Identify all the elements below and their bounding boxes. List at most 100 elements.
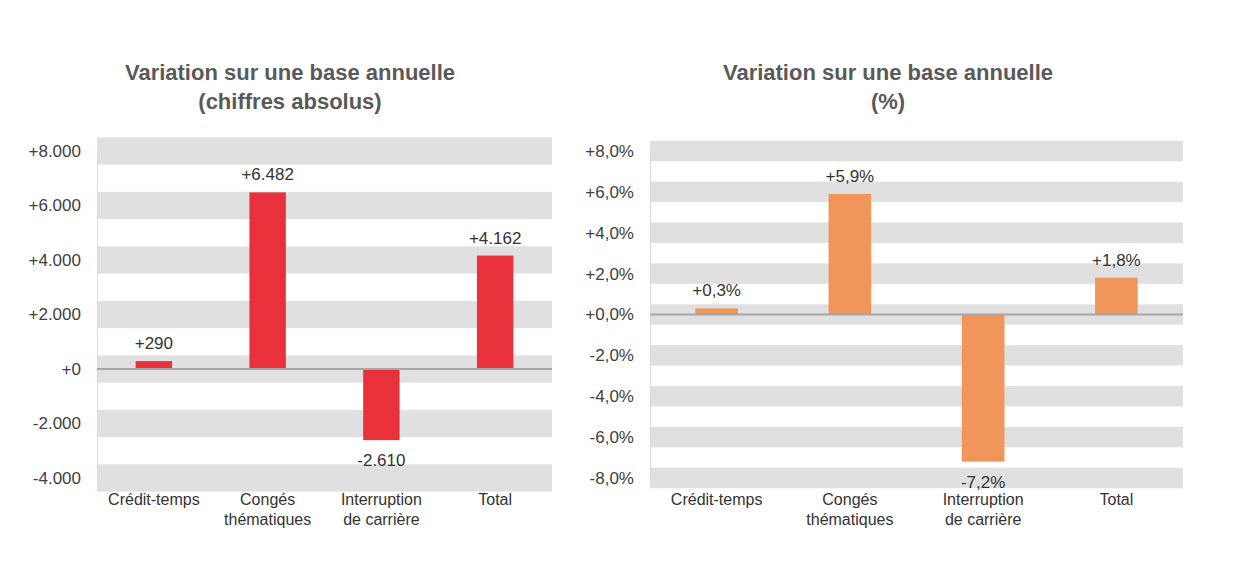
y-tick: -8,0% — [590, 469, 650, 488]
x-tick-label: Congés thématiques — [224, 491, 311, 528]
x-tick-label-line: de carrière — [945, 511, 1022, 528]
bar — [962, 315, 1005, 462]
data-labels: +0,3% +5,9% -7,2% +1,8% — [692, 167, 1140, 492]
grid-band — [97, 192, 552, 219]
grid-band — [650, 386, 1183, 406]
x-axis: Crédit-temps Congés thématiques Interruptio… — [108, 491, 512, 528]
chart-panel: Variation sur une base annuelle (chiffres… — [29, 60, 552, 528]
x-tick: Interruption de carrière — [341, 491, 422, 528]
grid-band — [97, 464, 552, 491]
grid-bands — [97, 137, 552, 491]
y-tick-label: -2.000 — [33, 414, 81, 433]
grid-band — [650, 345, 1183, 365]
y-tick-label: -8,0% — [590, 469, 634, 488]
data-labels: +290 +6.482 -2.610 +4.162 — [135, 165, 522, 470]
subtitle-line: (%) — [871, 89, 905, 114]
grid-band — [650, 427, 1183, 447]
x-tick-label-line: Crédit-temps — [108, 491, 200, 508]
y-tick-label: +4.000 — [29, 251, 81, 270]
title-line: Variation sur une base annuelle — [723, 60, 1053, 85]
y-tick: -6,0% — [590, 428, 650, 447]
data-label: +290 — [135, 334, 173, 353]
x-tick-label-line: de carrière — [343, 511, 420, 528]
grid-band — [97, 137, 552, 164]
x-tick: Crédit-temps — [108, 491, 200, 508]
y-tick: +0 — [62, 360, 97, 379]
y-tick-label: +8.000 — [29, 142, 81, 161]
data-label: +0,3% — [692, 281, 741, 300]
x-tick-label-line: Crédit-temps — [671, 491, 763, 508]
zero-line — [97, 368, 552, 370]
x-tick-label: Interruption de carrière — [943, 491, 1024, 528]
subtitle-line: (chiffres absolus) — [198, 89, 381, 114]
grid-bands — [650, 141, 1183, 488]
x-tick-label-line: Congés — [240, 491, 295, 508]
y-tick-label: +8,0% — [585, 142, 634, 161]
bars — [695, 194, 1137, 462]
data-label: +4.162 — [469, 229, 521, 248]
x-tick-label-line: Congés — [822, 491, 877, 508]
y-axis-line — [97, 152, 98, 479]
bar — [136, 361, 172, 369]
y-tick: +0,0% — [585, 305, 650, 324]
zero-line — [650, 314, 1183, 316]
y-tick-label: +6.000 — [29, 196, 81, 215]
x-axis: Crédit-temps Congés thématiques Interruptio… — [671, 491, 1133, 528]
bar — [829, 194, 872, 315]
data-label: +5,9% — [826, 167, 875, 186]
x-tick-label-line: Total — [1099, 491, 1133, 508]
title-line: Variation sur une base annuelle — [125, 60, 455, 85]
y-tick-label: +6,0% — [585, 183, 634, 202]
y-tick: +2.000 — [29, 305, 97, 324]
y-tick: -4.000 — [33, 469, 97, 488]
x-tick-label-line: thématiques — [806, 511, 893, 528]
y-tick: +8,0% — [585, 142, 650, 161]
y-tick: -2.000 — [33, 414, 97, 433]
y-tick: +4.000 — [29, 251, 97, 270]
x-tick-label: Total — [478, 491, 512, 508]
data-label: +6.482 — [241, 165, 293, 184]
x-tick: Congés thématiques — [224, 491, 311, 528]
data-label: -7,2% — [961, 473, 1005, 492]
y-tick-label: -6,0% — [590, 428, 634, 447]
grid-band — [650, 182, 1183, 202]
x-tick: Interruption de carrière — [943, 491, 1024, 528]
y-tick: +2,0% — [585, 265, 650, 284]
y-tick-label: +0 — [62, 360, 81, 379]
x-tick: Total — [1099, 491, 1133, 508]
data-label: -2.610 — [357, 451, 405, 470]
x-tick-label: Interruption de carrière — [341, 491, 422, 528]
y-tick-label: -4,0% — [590, 387, 634, 406]
x-tick: Congés thématiques — [806, 491, 893, 528]
chart-title: Variation sur une base annuelle (chiffres… — [125, 60, 455, 114]
x-tick-label: Crédit-temps — [108, 491, 200, 508]
y-tick-label: +2.000 — [29, 305, 81, 324]
y-tick-label: +4,0% — [585, 224, 634, 243]
y-tick: -2,0% — [590, 346, 650, 365]
x-tick-label: Crédit-temps — [671, 491, 763, 508]
y-tick: +6.000 — [29, 196, 97, 215]
y-axis: +8,0% +6,0% +4,0% +2,0% +0,0% -2,0% -4,0% -6,0%… — [585, 142, 650, 488]
y-tick: +4,0% — [585, 224, 650, 243]
x-tick-label-line: thématiques — [224, 511, 311, 528]
x-tick-label-line: Total — [478, 491, 512, 508]
x-tick-label-line: Interruption — [943, 491, 1024, 508]
x-tick: Crédit-temps — [671, 491, 763, 508]
grid-band — [650, 468, 1183, 488]
x-tick-label-line: Interruption — [341, 491, 422, 508]
x-tick-label: Congés thématiques — [806, 491, 893, 528]
data-label: +1,8% — [1092, 251, 1141, 270]
y-tick-label: +2,0% — [585, 265, 634, 284]
y-tick-label: -2,0% — [590, 346, 634, 365]
x-tick: Total — [478, 491, 512, 508]
grid-band — [650, 141, 1183, 161]
bar — [1095, 278, 1138, 315]
x-tick-label: Total — [1099, 491, 1133, 508]
grid-band — [650, 223, 1183, 243]
y-tick-label: +0,0% — [585, 305, 634, 324]
chart-canvas: Variation sur une base annuelle (chiffres… — [0, 0, 1243, 570]
grid-band — [97, 410, 552, 437]
y-tick: +6,0% — [585, 183, 650, 202]
y-tick: +8.000 — [29, 142, 97, 161]
y-axis: +8.000 +6.000 +4.000 +2.000 +0 -2.000 -4.000 — [29, 142, 98, 488]
